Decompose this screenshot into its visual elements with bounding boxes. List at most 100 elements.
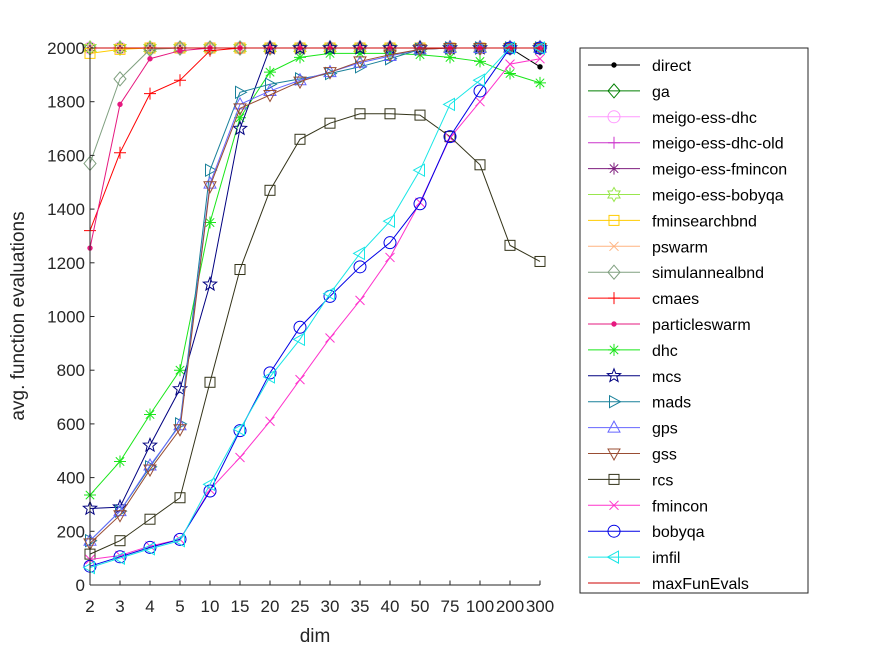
data-point-rcs (444, 131, 456, 143)
data-point-bobyqa (293, 320, 307, 334)
legend-marker (607, 524, 621, 538)
data-point-gss (293, 76, 307, 90)
x-tick-label: 75 (441, 597, 460, 616)
legend-label: dhc (652, 343, 678, 360)
legend-label: ga (652, 84, 670, 101)
data-point-mcs (232, 120, 248, 136)
data-point-dhc (174, 364, 186, 377)
data-point-dhc (504, 67, 516, 80)
data-point-imfil (82, 560, 95, 575)
data-point-gps (503, 40, 517, 53)
legend-marker (606, 367, 622, 383)
legend-label: meigo-ess-dhc (652, 110, 757, 127)
series-imfil (82, 41, 545, 575)
legend-item-meigo-ess-bobyqa: meigo-ess-bobyqa (588, 186, 784, 205)
legend-item-meigo-ess-dhc: meigo-ess-dhc (588, 110, 757, 127)
x-tick-label: 40 (381, 597, 400, 616)
legend-label: cmaes (652, 291, 699, 308)
y-tick-label: 400 (57, 469, 85, 488)
data-point-fmincon (265, 416, 275, 427)
legend-label: gps (652, 421, 678, 438)
data-point-simulannealbnd (173, 40, 187, 56)
legend-item-cmaes: cmaes (588, 291, 699, 308)
data-point-dhc (474, 55, 486, 68)
legend-label: maxFunEvals (652, 576, 749, 593)
data-point-mcs (202, 275, 218, 292)
legend-marker (609, 500, 619, 511)
legend-item-bobyqa: bobyqa (588, 524, 705, 541)
legend-label: mads (652, 395, 691, 412)
data-point-fmincon (505, 59, 515, 69)
legend-label: gss (652, 447, 677, 464)
legend-label: meigo-ess-dhc-old (652, 136, 784, 153)
x-tick-label: 30 (321, 597, 340, 616)
data-point-gss (503, 43, 517, 56)
data-point-imfil (412, 163, 425, 178)
data-point-gss (263, 89, 277, 103)
x-tick-label: 3 (115, 597, 124, 616)
y-tick-label: 1800 (47, 93, 85, 112)
legend-label: fminsearchbnd (652, 213, 757, 230)
data-point-gss (113, 510, 127, 523)
data-point-gss (233, 103, 247, 116)
plot-area: 0 200 400 600 800 1000 1200 1400 1600 1800 2000 2 3 4… (47, 39, 554, 616)
legend-item-meigo-ess-dhc-old: meigo-ess-dhc-old (588, 136, 784, 153)
data-point-dhc (444, 51, 456, 64)
legend-label: meigo-ess-bobyqa (652, 188, 784, 205)
data-point-imfil (172, 533, 185, 548)
data-point-bobyqa (233, 424, 247, 438)
legend-label: simulannealbnd (652, 265, 764, 282)
legend-marker (608, 136, 620, 149)
x-tick-label: 35 (351, 597, 370, 616)
data-point-gss (473, 43, 487, 56)
data-point-rcs (324, 117, 336, 129)
data-point-imfil (262, 370, 275, 384)
y-tick-label: 1000 (47, 308, 85, 327)
legend-item-mads: mads (588, 395, 691, 412)
data-point-bobyqa (413, 197, 427, 211)
series-rcs (84, 108, 546, 560)
data-point-fmincon (445, 133, 455, 143)
data-point-gss (413, 44, 427, 57)
legend-marker (606, 550, 619, 564)
data-point-bobyqa (263, 366, 277, 380)
legend-label: direct (652, 58, 692, 75)
legend-item-particleswarm: particleswarm (588, 317, 751, 334)
data-point-cmaes (114, 146, 126, 159)
data-point-rcs (474, 159, 486, 171)
data-point-particleswarm (147, 56, 153, 62)
legend-marker (607, 448, 621, 462)
data-point-mads (415, 42, 428, 57)
legend-marker (611, 321, 617, 327)
legend-marker (609, 241, 619, 252)
data-point-gss (203, 181, 217, 194)
legend-marker (607, 186, 621, 203)
legend-marker (608, 292, 620, 305)
series-line-bobyqa (89, 47, 540, 567)
data-point-meigo-ess-bobyqa (113, 39, 127, 57)
data-point-meigo-ess-bobyqa (143, 39, 157, 57)
data-point-dhc (114, 455, 126, 468)
x-tick-label: 4 (145, 597, 154, 616)
legend-label: fmincon (652, 498, 708, 515)
data-point-rcs (294, 133, 306, 145)
y-tick-label: 600 (57, 415, 85, 434)
legend-marker (608, 162, 620, 175)
data-point-gss (533, 43, 547, 56)
x-tick-label: 20 (261, 597, 280, 616)
data-point-imfil (472, 73, 485, 88)
data-point-imfil (382, 214, 395, 229)
data-point-simulannealbnd (233, 40, 247, 56)
data-point-fmincon (535, 53, 545, 64)
data-point-gss (323, 67, 337, 80)
data-point-bobyqa (473, 84, 487, 98)
legend-box (579, 47, 809, 594)
legend-marker (607, 264, 621, 280)
legend-item-maxfunevals: maxFunEvals (588, 576, 749, 593)
legend-item-mcs: mcs (588, 367, 681, 386)
y-tick-label: 1200 (47, 254, 85, 273)
data-point-mads (205, 163, 218, 178)
data-point-mcs (112, 498, 128, 514)
y-axis-title: avg. function evaluations (8, 211, 29, 420)
legend-item-ga: ga (588, 83, 670, 101)
